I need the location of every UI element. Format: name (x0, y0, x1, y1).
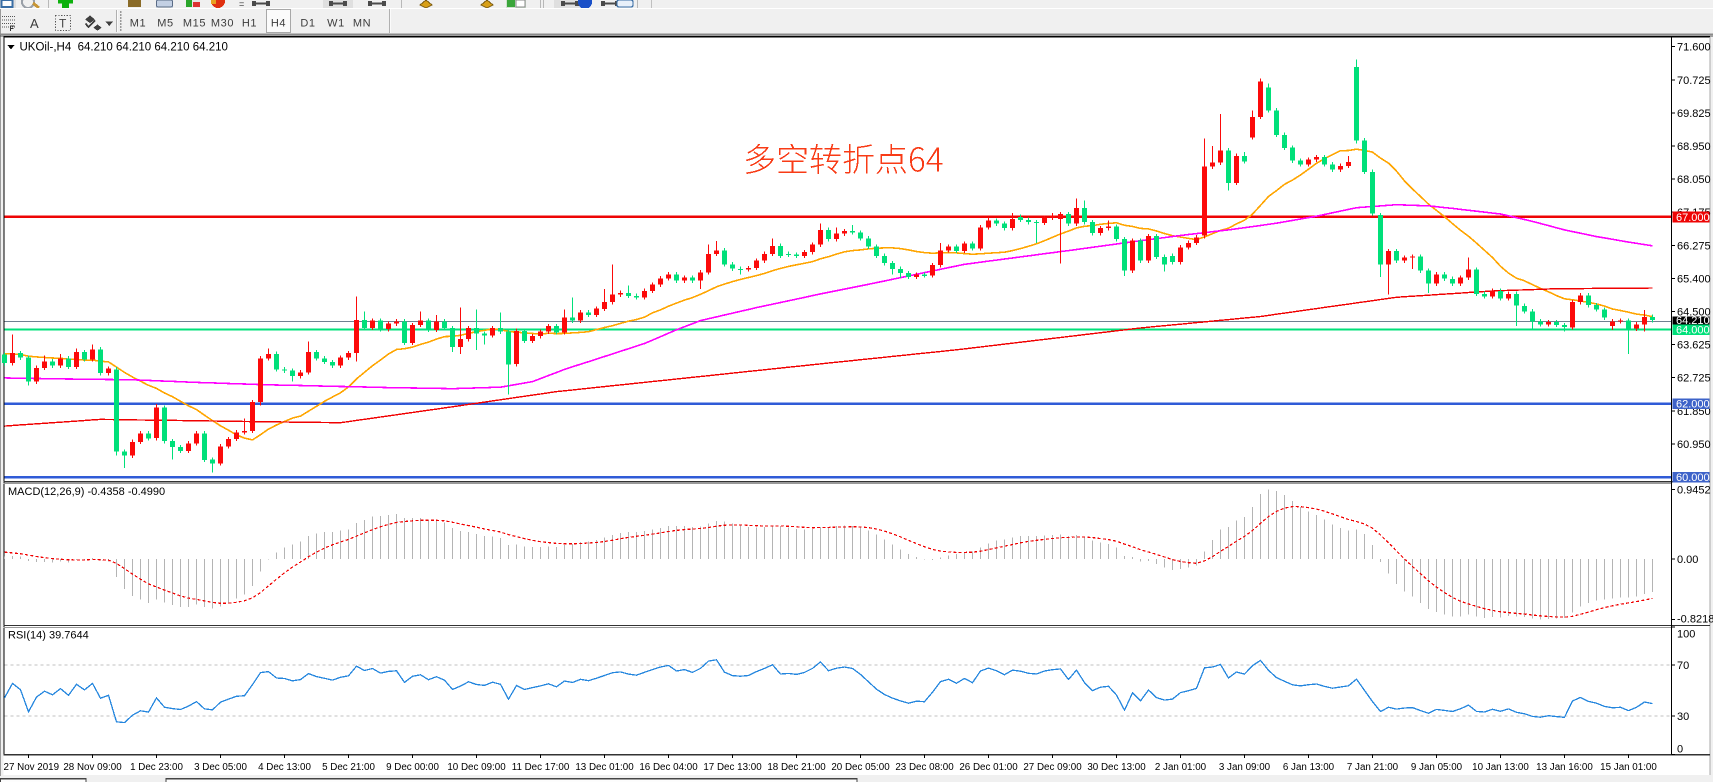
svg-text:70.725: 70.725 (1677, 75, 1711, 87)
svg-text:20 Dec 05:00: 20 Dec 05:00 (831, 762, 890, 773)
svg-text:27 Dec 09:00: 27 Dec 09:00 (1023, 762, 1082, 773)
svg-text:64.000: 64.000 (1676, 325, 1710, 337)
svg-text:A: A (30, 16, 39, 31)
svg-text:68.050: 68.050 (1677, 174, 1711, 186)
svg-text:-0.8218: -0.8218 (1677, 614, 1713, 626)
svg-text:30 Dec 13:00: 30 Dec 13:00 (1087, 762, 1146, 773)
svg-text:5 Dec 21:00: 5 Dec 21:00 (322, 762, 375, 773)
svg-text:60.000: 60.000 (1676, 472, 1710, 484)
svg-text:26 Dec 01:00: 26 Dec 01:00 (959, 762, 1018, 773)
svg-text:100: 100 (1677, 628, 1695, 640)
svg-text:63.625: 63.625 (1677, 340, 1711, 352)
svg-text:64.500: 64.500 (1677, 307, 1711, 319)
svg-text:6 Jan 13:00: 6 Jan 13:00 (1283, 762, 1335, 773)
svg-text:MN: MN (353, 18, 371, 30)
svg-text:10 Dec 09:00: 10 Dec 09:00 (447, 762, 506, 773)
svg-text:0: 0 (1677, 743, 1683, 755)
svg-text:28 Nov 09:00: 28 Nov 09:00 (63, 762, 122, 773)
svg-text:3 Dec 05:00: 3 Dec 05:00 (194, 762, 247, 773)
svg-text:62.000: 62.000 (1676, 398, 1710, 410)
svg-text:13 Dec 01:00: 13 Dec 01:00 (575, 762, 634, 773)
svg-text:62.725: 62.725 (1677, 373, 1711, 385)
svg-text:=: = (239, 0, 244, 9)
svg-text:15 Jan 01:00: 15 Jan 01:00 (1600, 762, 1657, 773)
svg-text:65.400: 65.400 (1677, 273, 1711, 285)
svg-text:H1: H1 (242, 18, 257, 30)
svg-text:64.210: 64.210 (1676, 315, 1710, 327)
svg-text:9 Jan 05:00: 9 Jan 05:00 (1411, 762, 1463, 773)
svg-text:71.600: 71.600 (1677, 42, 1711, 54)
svg-text:68.950: 68.950 (1677, 141, 1711, 153)
svg-text:UKOil-,H4 64.210 64.210 64.21: UKOil-,H4 64.210 64.210 64.210 64.210 (20, 42, 228, 54)
svg-text:7 Jan 21:00: 7 Jan 21:00 (1347, 762, 1399, 773)
svg-text:17 Dec 13:00: 17 Dec 13:00 (703, 762, 762, 773)
svg-text:23 Dec 08:00: 23 Dec 08:00 (895, 762, 954, 773)
svg-text:M1: M1 (130, 18, 146, 30)
svg-text:MACD(12,26,9) -0.4358 -0.4990: MACD(12,26,9) -0.4358 -0.4990 (8, 486, 165, 498)
svg-text:T: T (59, 17, 67, 31)
svg-text:60.950: 60.950 (1677, 439, 1711, 451)
svg-text:16 Dec 04:00: 16 Dec 04:00 (639, 762, 698, 773)
svg-text:H4: H4 (271, 18, 286, 30)
svg-text:9 Dec 00:00: 9 Dec 00:00 (386, 762, 439, 773)
svg-text:0.00: 0.00 (1677, 554, 1698, 566)
svg-text:66.275: 66.275 (1677, 240, 1711, 252)
svg-text:11 Dec 17:00: 11 Dec 17:00 (512, 762, 570, 773)
svg-text:13 Jan 16:00: 13 Jan 16:00 (1536, 762, 1593, 773)
svg-text:M5: M5 (157, 18, 173, 30)
svg-text:27 Nov 2019: 27 Nov 2019 (4, 762, 60, 773)
svg-text:2 Jan 01:00: 2 Jan 01:00 (1155, 762, 1207, 773)
svg-text:M30: M30 (211, 18, 234, 30)
svg-text:18 Dec 21:00: 18 Dec 21:00 (767, 762, 826, 773)
svg-text:3 Jan 09:00: 3 Jan 09:00 (1219, 762, 1271, 773)
svg-text:10 Jan 13:00: 10 Jan 13:00 (1472, 762, 1529, 773)
svg-text:RSI(14) 39.7644: RSI(14) 39.7644 (8, 630, 89, 642)
svg-text:67.000: 67.000 (1676, 212, 1710, 224)
svg-text:70: 70 (1677, 660, 1689, 672)
svg-text:1 Dec 23:00: 1 Dec 23:00 (130, 762, 183, 773)
svg-text:69.825: 69.825 (1677, 108, 1711, 120)
svg-text:4 Dec 13:00: 4 Dec 13:00 (258, 762, 311, 773)
svg-text:0.9452: 0.9452 (1677, 485, 1711, 497)
svg-text:M15: M15 (183, 18, 206, 30)
svg-text:30: 30 (1677, 711, 1689, 723)
svg-text:D1: D1 (300, 18, 315, 30)
svg-text:W1: W1 (327, 18, 345, 30)
